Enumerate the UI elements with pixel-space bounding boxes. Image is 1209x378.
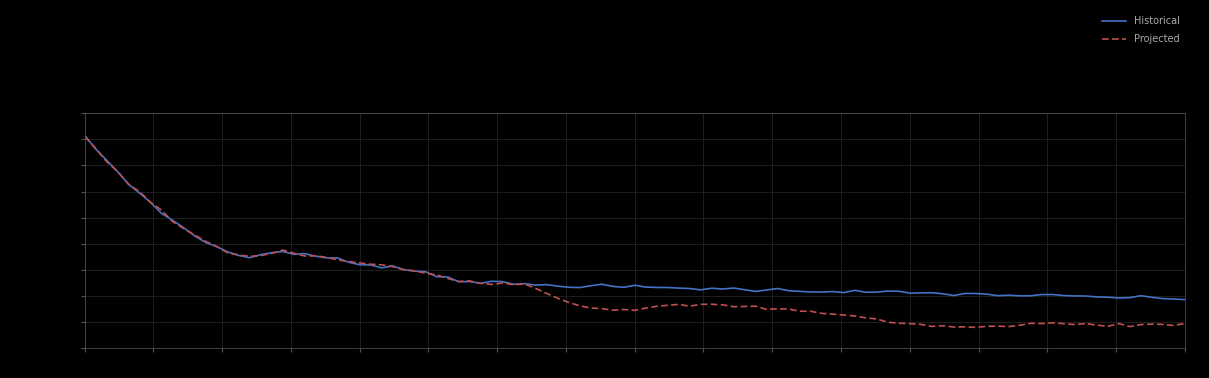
- Legend: Historical, Projected: Historical, Projected: [1101, 16, 1180, 44]
